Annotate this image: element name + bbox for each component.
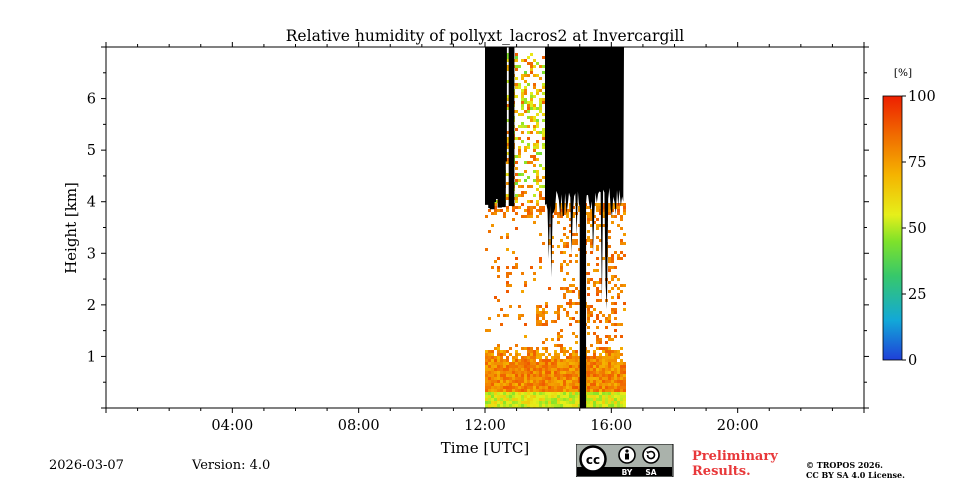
rh-cells	[521, 395, 524, 398]
rh-cells	[575, 392, 578, 395]
rh-cells	[488, 104, 623, 389]
rh-cells	[536, 131, 539, 134]
colorbar-tick-label: 100	[908, 89, 936, 105]
rh-cells	[596, 392, 608, 401]
x-tick-label: 04:00	[211, 418, 253, 434]
rh-cells	[509, 392, 512, 395]
version-label: Version: 4.0	[192, 458, 271, 473]
rh-cells	[506, 98, 524, 116]
colorbar-tick-label: 75	[908, 155, 926, 171]
rh-cells	[530, 68, 533, 71]
share-alike-icon	[642, 446, 660, 464]
x-tick-label: 12:00	[464, 418, 506, 434]
rh-cells	[554, 392, 581, 398]
rh-cells	[536, 113, 539, 116]
rh-cells	[494, 353, 620, 386]
rh-cells	[515, 182, 518, 185]
y-tick-label: 5	[87, 143, 96, 159]
rh-cells	[500, 404, 503, 407]
rh-cells	[518, 173, 521, 176]
rh-cells	[623, 398, 626, 401]
preliminary-notice: Preliminary Results.	[692, 449, 778, 479]
by-text: BY	[622, 468, 633, 477]
colorbar	[882, 95, 903, 361]
rh-cells	[533, 143, 536, 146]
rh-cells	[542, 71, 545, 74]
y-tick-label: 3	[87, 246, 96, 262]
rh-cells	[539, 104, 542, 107]
rh-cells	[542, 86, 545, 89]
chart-title: Relative humidity of pollyxt_lacros2 at …	[286, 27, 685, 45]
colorbar-ticks: 0 25 50 75 100	[902, 89, 936, 369]
colorbar-tick-label: 50	[908, 221, 926, 237]
preliminary-line-2: Results.	[692, 464, 751, 479]
rh-cells	[524, 392, 527, 395]
rh-cells	[542, 401, 545, 404]
colorbar-tick-label: 0	[908, 353, 917, 369]
copyright-line-1: © TROPOS 2026.	[806, 460, 883, 470]
rh-cells	[527, 200, 530, 203]
x-axis-label: Time [UTC]	[441, 439, 530, 457]
rh-cells	[605, 401, 608, 404]
y-tick-label: 2	[87, 298, 96, 314]
rh-cells	[506, 98, 524, 110]
rh-cells	[497, 392, 500, 395]
rh-cells	[566, 404, 569, 407]
rh-cells	[488, 185, 617, 389]
copyright-line-2: CC BY SA 4.0 License.	[806, 470, 905, 480]
rh-cells	[605, 398, 608, 401]
rh-cells	[521, 89, 524, 92]
y-tick-label: 4	[87, 195, 96, 211]
rh-cells	[503, 404, 506, 407]
rh-cells	[515, 59, 518, 62]
y-axis-label: Height [km]	[62, 182, 80, 274]
colorbar-unit: [%]	[894, 67, 912, 79]
rh-cells	[620, 404, 623, 407]
rh-cells	[548, 401, 551, 404]
x-tick-label: 16:00	[590, 418, 632, 434]
rh-cells	[524, 179, 527, 182]
rh-cells	[527, 392, 563, 404]
preliminary-line-1: Preliminary	[692, 449, 778, 464]
cc-by-sa-badge[interactable]: cc BY SA	[576, 444, 674, 477]
colorbar-tick-label: 25	[908, 287, 926, 303]
rh-cells	[491, 398, 494, 401]
heatmap-data	[485, 47, 626, 408]
x-tick-label: 08:00	[338, 418, 380, 434]
cc-text: cc	[586, 453, 600, 467]
x-tick-label: 20:00	[717, 418, 759, 434]
y-axis-ticks: 1 2 3 4 5 6	[87, 46, 869, 409]
y-tick-label: 6	[87, 92, 96, 108]
x-axis-ticks: 04:00 08:00 12:00 16:00 20:00	[105, 42, 865, 434]
cloud-mask-left	[485, 47, 515, 210]
rh-cells	[524, 404, 527, 407]
copyright-notice: © TROPOS 2026. CC BY SA 4.0 License.	[806, 460, 905, 480]
rh-cells	[485, 65, 620, 389]
rh-cells	[521, 59, 524, 62]
rh-cells	[539, 392, 551, 398]
date-label: 2026-03-07	[49, 458, 124, 473]
sa-text: SA	[645, 468, 656, 477]
rh-cells	[500, 398, 503, 401]
rh-cells	[530, 395, 533, 398]
precip-column	[579, 47, 587, 408]
rh-cells	[536, 119, 539, 122]
rh-cells	[515, 56, 518, 59]
y-tick-label: 1	[87, 349, 96, 365]
cc-icon	[579, 445, 607, 473]
